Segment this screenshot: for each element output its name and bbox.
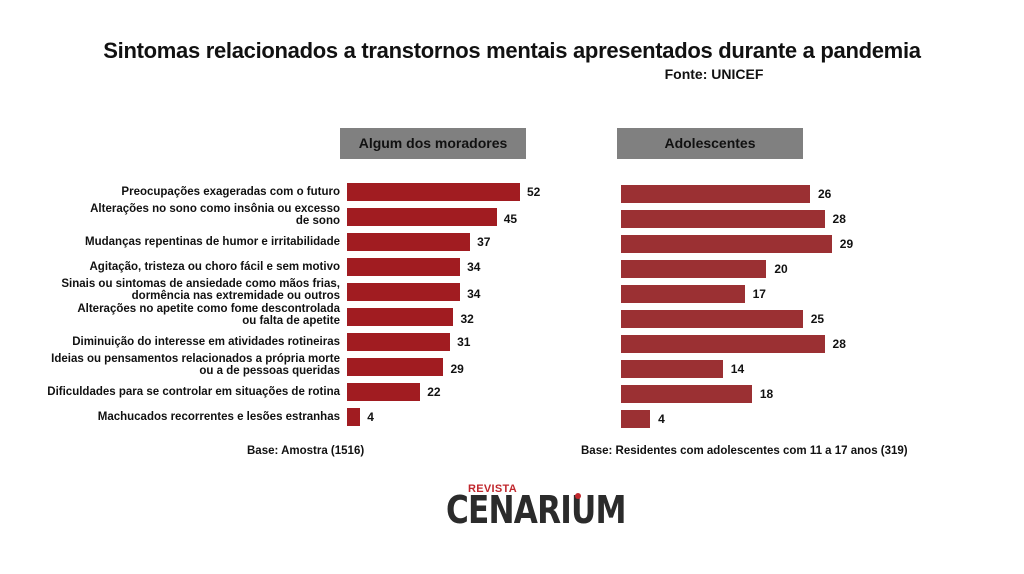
right-bar [621, 210, 825, 228]
left-bar [347, 383, 421, 401]
category-label: Mudanças repentinas de humor e irritabil… [85, 236, 340, 248]
left-value-label: 32 [460, 312, 474, 326]
category-label-line: Sinais ou sintomas de ansiedade como mão… [61, 278, 340, 290]
left-value-label: 34 [467, 287, 481, 301]
right-panel-header: Adolescentes [617, 128, 803, 159]
left-bar [347, 308, 454, 326]
left-value-label: 29 [450, 362, 464, 376]
left-value-label: 45 [503, 212, 518, 226]
left-bar [347, 333, 451, 351]
category-label: Diminuição do interesse em atividades ro… [72, 336, 340, 348]
right-value-label: 17 [752, 287, 766, 301]
right-bar [621, 335, 825, 353]
right-bar [621, 235, 832, 253]
brand-logo: REVISTA CENARIUM [446, 480, 627, 532]
category-label-line: Dificuldades para se controlar em situaç… [47, 386, 340, 398]
category-label-line: ou falta de apetite [242, 315, 340, 327]
right-value-label: 28 [832, 212, 846, 226]
right-bar [621, 310, 803, 328]
category-label: Ideias ou pensamentos relacionados a pró… [51, 353, 340, 377]
category-label-line: Alterações no apetite como fome descontr… [77, 303, 340, 315]
logo-dot-icon [575, 493, 581, 499]
right-bar [621, 410, 651, 428]
category-label: Preocupações exageradas com o futuro [121, 186, 340, 198]
right-footnote: Base: Residentes com adolescentes com 11… [581, 445, 908, 457]
category-label: Dificuldades para se controlar em situaç… [47, 386, 340, 398]
left-bar [347, 358, 444, 376]
right-value-label: 4 [658, 412, 665, 426]
left-bar [347, 283, 461, 301]
category-label: Alterações no sono como insônia ou exces… [90, 203, 340, 227]
category-label-line: dormência nas extremidade ou outros [131, 290, 340, 302]
right-value-label: 20 [774, 262, 788, 276]
source-text: Fonte: UNICEF [664, 66, 764, 82]
category-label: Alterações no apetite como fome descontr… [77, 303, 340, 327]
right-bar [621, 285, 745, 303]
logo-small-text: REVISTA [468, 483, 517, 495]
left-value-label: 37 [477, 235, 491, 249]
left-value-label: 31 [457, 335, 471, 349]
left-value-label: 4 [367, 410, 374, 424]
category-label: Agitação, tristeza ou choro fácil e sem … [89, 261, 340, 273]
left-bar [347, 233, 471, 251]
left-bar [347, 258, 461, 276]
category-label-line: Alterações no sono como insônia ou exces… [90, 203, 340, 215]
right-bar [621, 360, 723, 378]
right-value-label: 28 [832, 337, 846, 351]
category-label-line: Agitação, tristeza ou choro fácil e sem … [89, 261, 340, 273]
left-value-label: 52 [527, 185, 541, 199]
right-value-label: 14 [730, 362, 745, 376]
category-label-line: Diminuição do interesse em atividades ro… [72, 336, 340, 348]
right-bar [621, 385, 752, 403]
left-bar [347, 183, 520, 201]
right-bar [621, 260, 767, 278]
left-bar [347, 208, 497, 226]
category-label: Sinais ou sintomas de ansiedade como mão… [61, 278, 340, 302]
chart-source: Fonte: UNICEF [0, 66, 1024, 82]
right-value-label: 18 [759, 387, 774, 401]
category-label-line: Machucados recorrentes e lesões estranha… [97, 411, 340, 423]
left-bar [347, 408, 361, 426]
category-label-line: Preocupações exageradas com o futuro [121, 186, 340, 198]
right-value-label: 25 [810, 312, 825, 326]
left-panel-header: Algum dos moradores [340, 128, 526, 159]
category-label-line: Mudanças repentinas de humor e irritabil… [85, 236, 340, 248]
logo-big-text: CENARIUM [446, 488, 627, 532]
category-label: Machucados recorrentes e lesões estranha… [98, 411, 340, 423]
right-value-label: 26 [818, 187, 832, 201]
right-value-label: 29 [839, 237, 854, 251]
category-label-line: de sono [295, 215, 340, 227]
left-value-label: 22 [427, 385, 441, 399]
category-label-line: ou a de pessoas queridas [199, 365, 340, 377]
right-bar [621, 185, 810, 203]
left-footnote: Base: Amostra (1516) [247, 445, 365, 457]
chart-title: Sintomas relacionados a transtornos ment… [103, 38, 921, 63]
left-value-label: 34 [467, 260, 481, 274]
category-label-line: Ideias ou pensamentos relacionados a pró… [51, 353, 340, 365]
